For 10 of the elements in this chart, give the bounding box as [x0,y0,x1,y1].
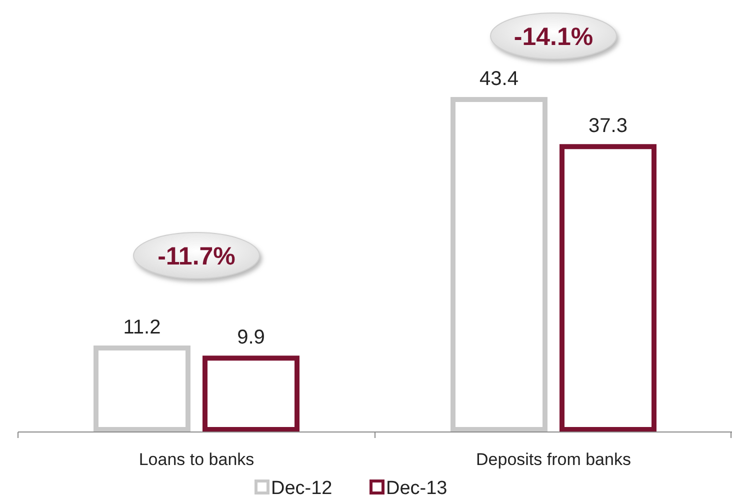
data-label: 11.2 [123,316,161,339]
annotation: -11.7% [158,242,236,271]
x-tick-label: Deposits from banks [476,450,631,469]
legend-label: Dec-12 [271,478,332,499]
data-label: 37.3 [588,115,628,138]
x-tick-label: Loans to banks [138,450,254,469]
legend-label: Dec-13 [386,478,448,499]
data-label: 9.9 [237,326,265,349]
text: -14.1% [514,23,594,51]
data-label: 43.4 [480,68,518,90]
